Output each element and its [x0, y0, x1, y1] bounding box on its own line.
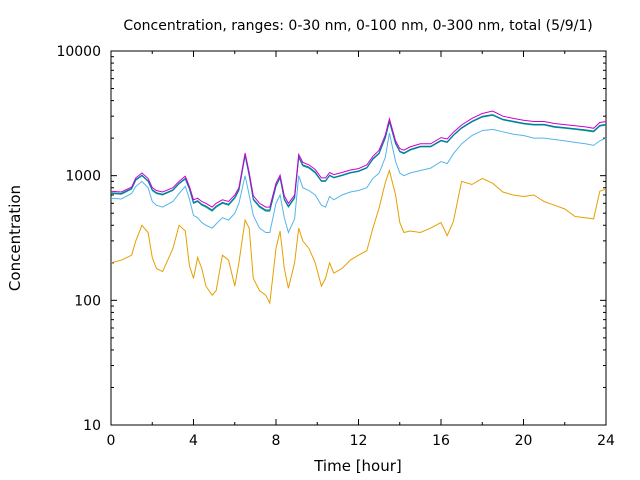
axis-ticks: 0 4 8 12 16 20 24 10 100 1000 10000: [56, 44, 615, 449]
x-tick-label: 12: [350, 433, 368, 449]
series-line-2: [110, 128, 607, 234]
x-axis-label: Time [hour]: [313, 457, 402, 475]
y-tick-label: 10000: [56, 44, 101, 60]
plot-frame: [110, 50, 607, 426]
y-tick-label: 100: [74, 293, 101, 309]
series-line-3: [110, 114, 607, 212]
x-tick-label: 20: [515, 433, 533, 449]
series-group: [110, 110, 607, 305]
series-line-1: [110, 168, 607, 305]
series-line-5: [110, 110, 607, 208]
chart-title: Concentration, ranges: 0-30 nm, 0-100 nm…: [123, 18, 592, 34]
x-tick-label: 0: [107, 433, 116, 449]
series-line-4: [110, 114, 607, 211]
y-tick-label: 10: [83, 418, 101, 434]
x-tick-label: 8: [272, 433, 281, 449]
x-tick-label: 4: [189, 433, 198, 449]
x-tick-label: 24: [597, 433, 615, 449]
y-tick-label: 1000: [65, 169, 101, 185]
y-axis-label: Concentration: [6, 185, 24, 291]
x-tick-label: 16: [432, 433, 450, 449]
